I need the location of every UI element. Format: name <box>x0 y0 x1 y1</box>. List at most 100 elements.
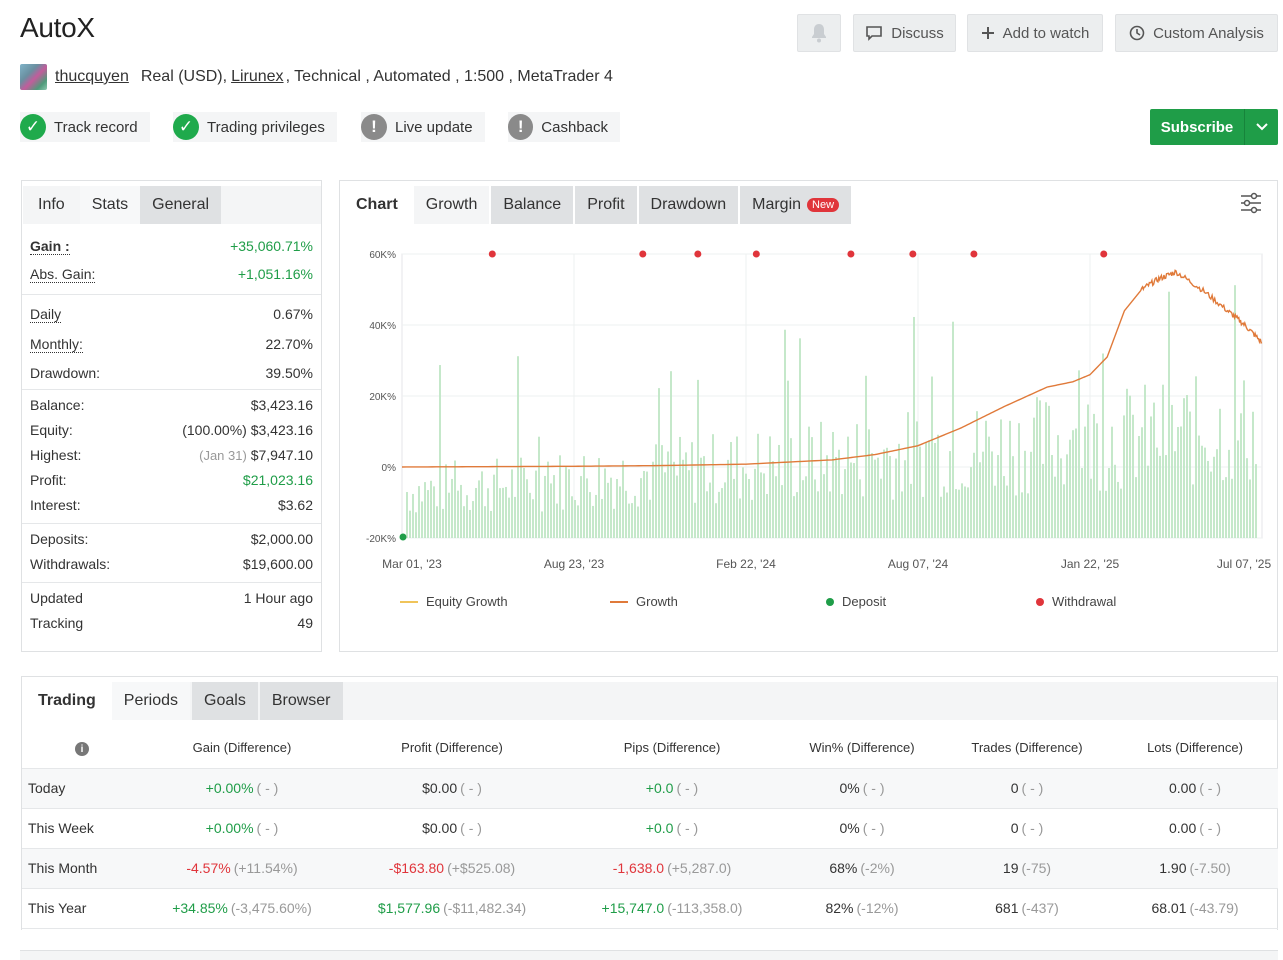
legend-deposit[interactable]: Deposit <box>826 594 886 609</box>
label-value: Today <box>28 780 66 796</box>
tab-drawdown[interactable]: Drawdown <box>638 186 739 224</box>
tab-general[interactable]: General <box>140 186 222 224</box>
tab-balance[interactable]: Balance <box>491 186 574 224</box>
activity-bar <box>940 496 942 538</box>
profit-difference: ( - ) <box>460 820 482 836</box>
activity-bar <box>1015 495 1017 538</box>
activity-bar <box>964 486 966 538</box>
user-link[interactable]: thucquyen <box>55 68 129 85</box>
broker-link[interactable]: Lirunex <box>231 68 284 85</box>
tab-growth[interactable]: Growth <box>413 186 490 224</box>
avatar[interactable] <box>20 64 47 90</box>
balance-key: Balance: <box>30 396 85 413</box>
cell-profit: $0.00( - ) <box>342 808 562 849</box>
subscribe-button[interactable]: Subscribe <box>1150 109 1278 145</box>
badge-label: Trading privileges <box>207 118 325 136</box>
activity-bar <box>832 431 834 538</box>
activity-bar <box>601 498 603 538</box>
chevron-down-icon[interactable] <box>1244 109 1278 145</box>
filter-settings-icon[interactable] <box>1239 192 1263 214</box>
cell-lots: 1.90 (-7.50) <box>1112 848 1278 889</box>
tab-chart[interactable]: Chart <box>340 186 414 224</box>
notification-button[interactable] <box>797 14 841 52</box>
activity-bar <box>1168 291 1170 538</box>
activity-bar <box>904 460 906 538</box>
activity-bar <box>1006 485 1008 538</box>
activity-bar <box>430 480 432 538</box>
info-icon[interactable]: i <box>75 742 89 756</box>
profit-difference: (-$11,482.34) <box>443 900 527 916</box>
badge-cashback[interactable]: ! Cashback <box>508 112 620 142</box>
activity-bar <box>1117 481 1119 538</box>
gain-value: +0.00% <box>205 780 254 796</box>
activity-bar <box>682 459 684 538</box>
activity-bar <box>973 452 975 538</box>
cell-win: 0%( - ) <box>782 768 942 809</box>
activity-bar <box>1192 484 1194 538</box>
activity-bar <box>928 440 930 538</box>
activity-bar <box>1024 450 1026 538</box>
activity-bar <box>1243 380 1245 538</box>
activity-bar <box>655 444 657 538</box>
tab-goals[interactable]: Goals <box>192 682 258 720</box>
tab-stats[interactable]: Stats <box>79 186 141 224</box>
add-to-watch-button[interactable]: Add to watch <box>967 14 1103 52</box>
discuss-button[interactable]: Discuss <box>853 14 956 52</box>
activity-bar <box>454 460 456 538</box>
activity-bar <box>571 496 573 538</box>
activity-bar <box>790 438 792 538</box>
win-value: 0% <box>839 820 860 836</box>
trades-difference: (-75) <box>1021 860 1052 876</box>
tab-profit[interactable]: Profit <box>575 186 637 224</box>
activity-bar <box>715 503 717 538</box>
highest-value: $7,947.10 <box>250 446 313 463</box>
badge-live-update[interactable]: ! Live update <box>361 112 485 142</box>
activity-bar <box>820 421 822 538</box>
activity-bar <box>1021 492 1023 538</box>
cell-label: This Month <box>22 848 142 889</box>
legend-growth[interactable]: Growth <box>610 594 678 609</box>
x-tick-label: Aug 23, '23 <box>544 557 605 571</box>
activity-bar <box>556 503 558 538</box>
cell-lots: 68.01 (-43.79) <box>1112 888 1278 929</box>
label-value: This Year <box>28 900 87 916</box>
activity-bar <box>658 388 660 538</box>
tab-trading[interactable]: Trading <box>22 682 112 720</box>
activity-bar <box>1231 478 1233 538</box>
activity-bar <box>976 411 978 538</box>
badge-track-record[interactable]: ✓ Track record <box>20 112 150 142</box>
activity-bar <box>745 473 747 538</box>
activity-bar <box>577 505 579 538</box>
legend-label: Withdrawal <box>1052 594 1117 609</box>
trades-value: 0 <box>1010 820 1019 836</box>
activity-bar <box>1246 458 1248 538</box>
check-icon: ✓ <box>20 114 46 140</box>
activity-bar <box>574 500 576 538</box>
tab-periods[interactable]: Periods <box>111 682 191 720</box>
cell-pips: +0.0( - ) <box>562 768 782 809</box>
activity-bar <box>1063 484 1065 538</box>
activity-bar <box>643 470 645 538</box>
activity-bar <box>877 457 879 538</box>
activity-bar <box>799 338 801 538</box>
activity-bar <box>1087 404 1089 538</box>
badge-trading-privileges[interactable]: ✓ Trading privileges <box>173 112 337 142</box>
activity-bar <box>622 460 624 538</box>
activity-bar <box>469 509 471 538</box>
tab-browser[interactable]: Browser <box>259 682 343 720</box>
activity-bar <box>1129 395 1131 538</box>
tab-info[interactable]: Info <box>23 186 80 224</box>
activity-bar <box>781 485 783 538</box>
activity-bar <box>748 479 750 538</box>
add-to-watch-label: Add to watch <box>1002 24 1090 42</box>
legend-equity-growth[interactable]: Equity Growth <box>400 594 508 609</box>
custom-analysis-button[interactable]: Custom Analysis <box>1115 14 1278 52</box>
legend-withdrawal[interactable]: Withdrawal <box>1036 594 1116 609</box>
activity-bar <box>886 447 888 538</box>
activity-bar <box>472 501 474 538</box>
activity-bar <box>541 511 543 538</box>
y-tick-label: 0% <box>382 463 397 474</box>
tab-margin[interactable]: Margin New <box>740 186 852 224</box>
activity-bar <box>508 497 510 538</box>
col-lots: Lots (Difference) <box>1112 728 1278 769</box>
